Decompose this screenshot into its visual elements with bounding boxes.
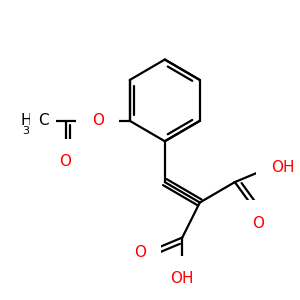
Text: O: O <box>92 113 104 128</box>
Text: O: O <box>60 154 72 169</box>
Text: 3: 3 <box>22 126 29 136</box>
Text: H: H <box>20 113 32 128</box>
Text: C: C <box>38 113 49 128</box>
Text: OH: OH <box>271 160 295 175</box>
Text: OH: OH <box>171 271 194 286</box>
Text: O: O <box>134 244 146 260</box>
Text: O: O <box>252 216 264 231</box>
